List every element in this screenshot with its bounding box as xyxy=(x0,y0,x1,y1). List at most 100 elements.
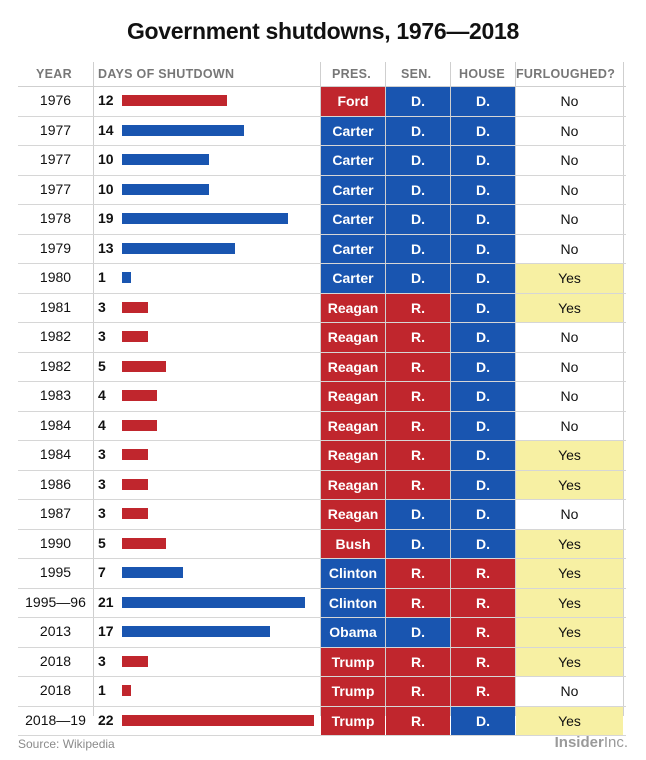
furloughed-cell: No xyxy=(560,122,579,139)
president-cell: Reagan xyxy=(321,352,385,381)
column-divider xyxy=(450,62,451,716)
shutdown-bar xyxy=(122,419,157,431)
days-value: 17 xyxy=(98,623,114,639)
house-cell: R. xyxy=(451,647,515,676)
president-cell: Ford xyxy=(321,87,385,116)
furloughed-cell: Yes xyxy=(516,559,623,588)
furloughed-cell: No xyxy=(560,152,579,168)
logo-bold: Insider xyxy=(554,734,604,751)
president-cell: Bush xyxy=(321,529,385,558)
senate-cell: D. xyxy=(386,529,450,558)
header-days: DAYS OF SHUTDOWN xyxy=(98,67,235,81)
house-cell: D. xyxy=(451,706,515,735)
days-value: 5 xyxy=(98,534,106,551)
senate-cell: R. xyxy=(386,323,450,352)
furloughed-cell: Yes xyxy=(516,529,623,558)
shutdown-bar xyxy=(122,390,157,401)
year-cell: 2013 xyxy=(39,623,72,639)
year-cell: 1982 xyxy=(39,357,72,374)
year-cell: 1984 xyxy=(39,446,72,462)
days-value: 10 xyxy=(98,180,114,197)
president-cell: Clinton xyxy=(321,588,385,617)
senate-cell: R. xyxy=(386,706,450,735)
senate-cell: R. xyxy=(386,588,450,617)
table-row: 2018 3 Trump R. R. Yes xyxy=(18,647,626,677)
senate-cell: D. xyxy=(386,264,450,293)
president-cell: Reagan xyxy=(321,500,385,529)
year-cell: 1987 xyxy=(39,505,72,521)
president-cell: Carter xyxy=(321,234,385,263)
table-row: 1986 3 Reagan R. D. Yes xyxy=(18,470,626,500)
senate-cell: D. xyxy=(386,500,450,529)
year-cell: 2018 xyxy=(39,682,72,698)
senate-cell: R. xyxy=(386,411,450,440)
year-cell: 1977 xyxy=(39,151,72,167)
furloughed-cell: No xyxy=(560,358,579,375)
table-row: 1984 4 Reagan R. D. No xyxy=(18,411,626,441)
senate-cell: D. xyxy=(386,205,450,234)
president-cell: Carter xyxy=(321,146,385,175)
house-cell: D. xyxy=(451,500,515,529)
year-cell: 1981 xyxy=(39,298,72,315)
days-value: 3 xyxy=(98,298,106,315)
shutdown-bar xyxy=(122,567,183,578)
days-value: 10 xyxy=(98,151,114,167)
senate-cell: D. xyxy=(386,146,450,175)
year-cell: 1976 xyxy=(39,92,72,108)
furloughed-cell: No xyxy=(560,683,579,699)
column-divider xyxy=(623,62,624,716)
year-cell: 1977 xyxy=(39,180,72,197)
days-value: 12 xyxy=(98,92,114,108)
house-cell: D. xyxy=(451,264,515,293)
column-divider xyxy=(385,62,386,716)
furloughed-cell: No xyxy=(560,211,579,227)
table-row: 1995 7 Clinton R. R. Yes xyxy=(18,559,626,589)
days-value: 14 xyxy=(98,121,114,138)
shutdown-bar xyxy=(122,95,227,106)
president-cell: Reagan xyxy=(321,323,385,352)
furloughed-cell: No xyxy=(560,388,579,404)
year-cell: 1984 xyxy=(39,416,72,433)
header-house: HOUSE xyxy=(459,67,505,81)
shutdown-bar xyxy=(122,213,288,224)
days-value: 3 xyxy=(98,328,106,344)
year-cell: 1990 xyxy=(39,534,72,551)
furloughed-cell: Yes xyxy=(516,264,623,293)
president-cell: Reagan xyxy=(321,411,385,440)
president-cell: Trump xyxy=(321,677,385,706)
senate-cell: D. xyxy=(386,87,450,116)
house-cell: R. xyxy=(451,559,515,588)
shutdown-bar xyxy=(122,537,166,549)
furloughed-cell: No xyxy=(560,181,579,198)
senate-cell: R. xyxy=(386,677,450,706)
shutdown-bar xyxy=(122,242,235,254)
house-cell: D. xyxy=(451,234,515,263)
house-cell: D. xyxy=(451,87,515,116)
days-value: 1 xyxy=(98,682,106,698)
table-header: YEAR DAYS OF SHUTDOWN PRES. SEN. HOUSE F… xyxy=(18,62,626,87)
president-cell: Reagan xyxy=(321,293,385,322)
days-value: 13 xyxy=(98,239,114,256)
president-cell: Reagan xyxy=(321,441,385,470)
days-value: 3 xyxy=(98,446,106,462)
furloughed-cell: Yes xyxy=(516,647,623,676)
house-cell: D. xyxy=(451,116,515,145)
senate-cell: R. xyxy=(386,293,450,322)
header-sen: SEN. xyxy=(401,67,432,81)
house-cell: D. xyxy=(451,323,515,352)
senate-cell: R. xyxy=(386,647,450,676)
shutdown-bar xyxy=(122,685,131,696)
house-cell: D. xyxy=(451,146,515,175)
furloughed-cell: Yes xyxy=(516,470,623,499)
furloughed-cell: No xyxy=(560,240,579,257)
shutdown-bar xyxy=(122,360,166,372)
shutdown-bar xyxy=(122,301,148,313)
table-row: 1982 3 Reagan R. D. No xyxy=(18,323,626,353)
days-value: 4 xyxy=(98,416,106,433)
senate-cell: R. xyxy=(386,559,450,588)
senate-cell: R. xyxy=(386,470,450,499)
table-row: 1983 4 Reagan R. D. No xyxy=(18,382,626,412)
house-cell: D. xyxy=(451,205,515,234)
shutdown-table-body: 1976 12 Ford D. D. No 1977 14 Carter D. D. No 1977 10… xyxy=(18,87,626,736)
shutdown-bar xyxy=(122,655,148,667)
